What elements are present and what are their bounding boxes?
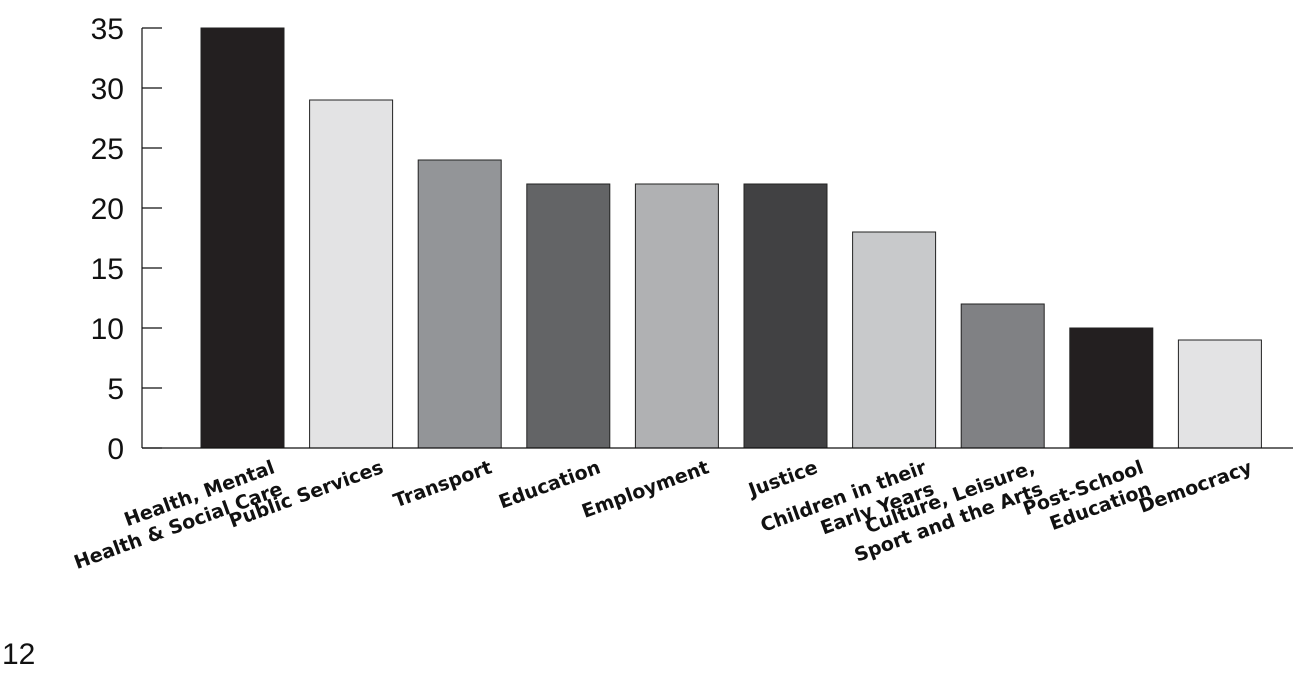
bar [309,99,394,449]
x-tick-label-line: Transport [391,456,495,512]
category-labels: Health, MentalHealth & Social CarePublic… [71,456,1256,574]
x-tick-label: Transport [391,456,495,512]
x-tick-label-line: Justice [744,456,821,502]
bar [743,183,828,449]
y-tick-label: 5 [107,373,124,406]
bar [1177,339,1262,449]
bar [526,183,611,449]
bar [1069,327,1154,449]
x-tick-label: Justice [744,456,821,502]
y-tick-label: 35 [91,13,124,46]
x-tick-label: Post-SchoolEducation [1020,456,1154,542]
y-tick-label: 25 [91,133,124,166]
bar [634,183,719,449]
y-tick-label: 30 [91,73,124,106]
bar [417,159,502,449]
y-tick-label: 0 [107,433,124,466]
bar [852,231,937,449]
y-axis: 0 5 10 15 20 25 30 35 [91,13,162,466]
y-tick-label: 10 [91,313,124,346]
y-tick-label: 20 [91,193,124,226]
bar [960,303,1045,449]
x-tick-label-line: Democracy [1136,456,1256,517]
x-tick-label: Democracy [1136,456,1256,517]
page-number: 12 [2,638,36,671]
bars [200,27,1262,449]
y-tick-label: 15 [91,253,124,286]
bar [200,27,285,449]
